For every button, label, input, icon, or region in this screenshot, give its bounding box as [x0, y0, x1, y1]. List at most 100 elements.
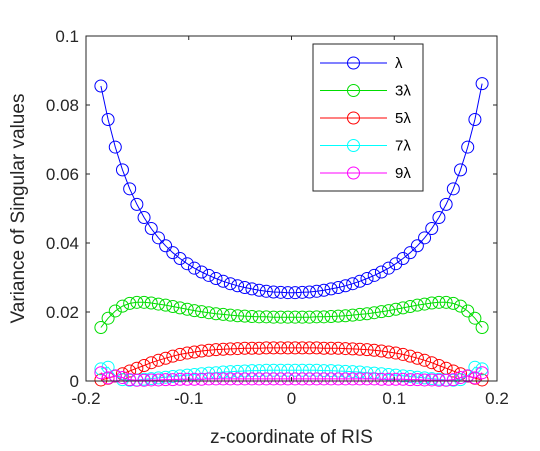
data-point [346, 308, 360, 322]
data-point [353, 274, 367, 288]
data-point [338, 364, 352, 378]
data-point [317, 341, 331, 355]
data-point [410, 373, 424, 387]
data-point [331, 309, 345, 323]
data-point [202, 268, 216, 282]
data-point [338, 342, 352, 356]
data-point [223, 308, 237, 322]
x-tick-label: -0.1 [174, 389, 203, 408]
data-point [317, 372, 331, 386]
data-point [252, 372, 266, 386]
data-point [245, 282, 259, 296]
data-point [187, 304, 201, 318]
data-point [403, 299, 417, 313]
data-point [274, 285, 288, 299]
data-point [130, 295, 144, 309]
y-tick-label: 0.02 [46, 303, 79, 322]
data-point [252, 341, 266, 355]
data-point [446, 373, 460, 387]
data-point [173, 369, 187, 383]
data-point [475, 373, 489, 387]
data-point [166, 299, 180, 313]
legend: λ 3λ 5λ 7λ 9λ [312, 43, 424, 192]
data-point [231, 342, 245, 356]
data-point [223, 372, 237, 386]
data-point [396, 372, 410, 386]
data-point [281, 372, 295, 386]
data-point [468, 311, 482, 325]
data-point [403, 370, 417, 384]
data-point [425, 373, 439, 387]
data-point [180, 346, 194, 360]
data-point [267, 310, 281, 324]
data-point [382, 367, 396, 381]
data-point [151, 231, 165, 245]
data-point [374, 344, 388, 358]
data-point [439, 373, 453, 387]
data-point [295, 310, 309, 324]
y-tick-label: 0 [70, 372, 79, 391]
data-point [130, 197, 144, 211]
data-point [346, 342, 360, 356]
data-point [195, 344, 209, 358]
y-tick-label: 0.04 [46, 234, 79, 253]
series-line [100, 83, 483, 294]
data-point [195, 305, 209, 319]
y-tick-label: 0.1 [55, 27, 79, 46]
data-point [216, 307, 230, 321]
data-point [123, 296, 137, 310]
legend-marker [347, 111, 360, 125]
data-point [144, 222, 158, 236]
data-point [245, 372, 259, 386]
data-point [259, 363, 273, 377]
data-point [123, 364, 137, 378]
data-point [187, 367, 201, 381]
data-point [259, 310, 273, 324]
data-point [173, 372, 187, 386]
data-point [209, 307, 223, 321]
data-point [418, 297, 432, 311]
x-tick-label: 0.2 [485, 389, 509, 408]
data-point [331, 372, 345, 386]
legend-marker [347, 166, 360, 180]
data-point [396, 369, 410, 383]
data-point [432, 358, 446, 372]
data-point [195, 372, 209, 386]
data-point [446, 182, 460, 196]
data-point [108, 369, 122, 383]
data-point [295, 363, 309, 377]
data-point [159, 351, 173, 365]
data-point [166, 349, 180, 363]
data-point [403, 349, 417, 363]
data-point [374, 265, 388, 279]
data-point [288, 310, 302, 324]
data-point [382, 345, 396, 359]
data-point [202, 343, 216, 357]
data-point [173, 252, 187, 266]
data-point [338, 279, 352, 293]
data-point [396, 301, 410, 315]
data-point [338, 372, 352, 386]
data-point [151, 297, 165, 311]
data-point [267, 372, 281, 386]
series-2 [94, 295, 489, 335]
x-axis-label: z-coordinate of RIS [210, 427, 373, 448]
data-point [216, 342, 230, 356]
data-point [310, 341, 324, 355]
data-point [166, 373, 180, 387]
plot-area [86, 36, 497, 381]
data-point [209, 272, 223, 286]
data-point [281, 341, 295, 355]
data-point [144, 373, 158, 387]
data-point [425, 296, 439, 310]
data-point [454, 371, 468, 385]
data-point [360, 307, 374, 321]
data-point [274, 363, 288, 377]
data-point [238, 364, 252, 378]
data-point [353, 372, 367, 386]
x-tick-label: -0.2 [71, 389, 100, 408]
data-point [302, 285, 316, 299]
x-tick-label: 0.1 [382, 389, 406, 408]
data-point [94, 366, 108, 380]
